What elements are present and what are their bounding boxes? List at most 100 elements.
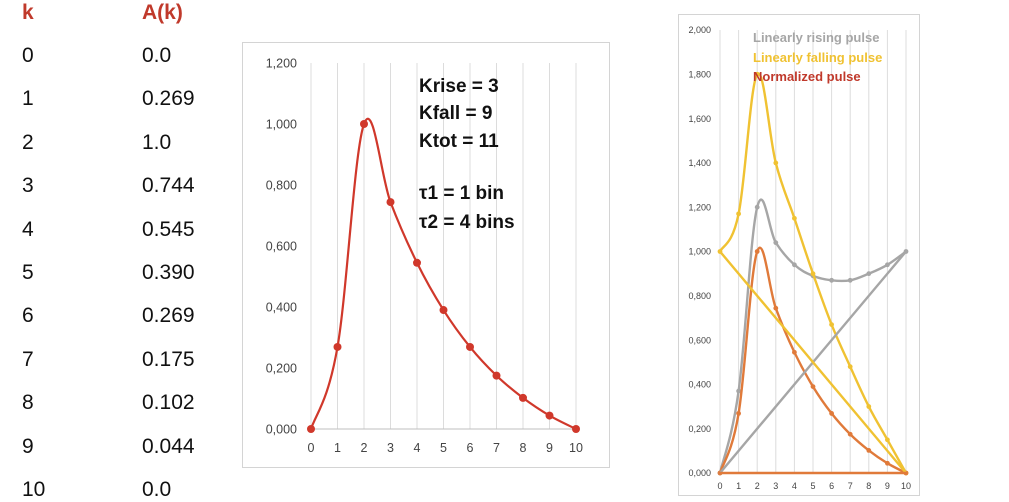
cell-ak: 0.744: [142, 174, 195, 198]
data-point: [866, 271, 872, 277]
annotation-tau2: τ2 = 4 bins: [419, 212, 515, 233]
cell-k: 0: [22, 44, 34, 67]
y-tick-label: 0,600: [266, 239, 297, 253]
legend-normalized: Normalized pulse: [753, 69, 861, 84]
data-point: [333, 342, 342, 351]
data-point: [360, 120, 368, 128]
legend-falling: Linearly falling pulse: [753, 50, 883, 65]
x-tick-label: 5: [440, 441, 447, 455]
cell-k: 2: [22, 130, 34, 154]
x-tick-label: 4: [414, 441, 421, 455]
data-point: [792, 262, 797, 268]
y-tick-label: 1,400: [688, 158, 711, 168]
y-tick-label: 0,000: [266, 422, 297, 436]
pulse-chart-svg: 0 1 2 3 4 5 6 7 8 9 10 0,000 0,200 0,400 0,600 0,800 1,0…: [266, 56, 583, 455]
data-point: [810, 384, 816, 390]
data-point: [439, 306, 448, 315]
y-tick-label: 1,000: [688, 247, 711, 257]
data-point: [885, 262, 890, 268]
data-point: [545, 411, 554, 420]
data-point: [413, 258, 421, 267]
y-tick-label: 0,800: [266, 178, 297, 192]
cell-ak: 0.175: [142, 347, 195, 371]
header-k: k: [22, 1, 34, 24]
x-tick-label: 1: [334, 441, 341, 455]
comparison-chart: 0 1 2 3 4 5 6 7 8 9 10 0,000 0,200 0,400 0,600 0,800 1,0…: [678, 14, 920, 496]
pulse-chart: 0 1 2 3 4 5 6 7 8 9 10 0,000 0,200 0,400 0,600 0,800 1,0…: [242, 42, 610, 468]
data-point: [866, 448, 872, 453]
x-tick-label: 1: [736, 481, 741, 491]
data-point: [792, 215, 797, 221]
data-point: [736, 211, 741, 217]
cell-ak: 0.0: [142, 478, 172, 501]
data-point: [866, 404, 872, 409]
x-tick-label: 7: [848, 481, 853, 491]
y-tick-label: 1,200: [266, 56, 297, 70]
data-point: [829, 322, 834, 327]
data-point: [773, 160, 779, 166]
data-point: [736, 411, 741, 416]
data-point: [386, 198, 395, 207]
data-point: [847, 277, 853, 283]
cell-k: 5: [22, 261, 34, 284]
cell-k: 3: [22, 174, 34, 198]
cell-ak: 0.269: [142, 87, 195, 111]
x-tick-label: 0: [308, 441, 315, 455]
cell-k: 4: [22, 217, 34, 241]
y-tick-label: 2,000: [688, 25, 711, 35]
y-tick-label: 0,400: [688, 380, 711, 390]
data-point: [466, 342, 474, 351]
data-point: [754, 249, 760, 254]
cell-ak: 0.269: [142, 304, 195, 328]
x-tick-label: 3: [387, 441, 394, 455]
annotation-ktot: Ktot = 11: [419, 131, 499, 152]
cell-k: 9: [22, 434, 34, 458]
cell-k: 10: [22, 478, 46, 501]
cell-k: 1: [22, 87, 34, 111]
cell-ak: 0.044: [142, 434, 195, 458]
series-line: [718, 250, 908, 475]
data-point: [885, 460, 890, 466]
cell-ak: 0.0: [142, 44, 172, 67]
y-tick-label: 0,000: [688, 468, 711, 478]
data-point: [572, 425, 580, 433]
y-tick-label: 1,000: [266, 117, 297, 131]
data-point: [754, 71, 760, 77]
x-tick-label: 2: [361, 441, 368, 455]
data-point: [847, 431, 853, 437]
y-tick-label: 1,800: [688, 69, 711, 79]
series-line: [718, 72, 908, 475]
y-tick-label: 1,200: [688, 202, 711, 212]
data-point: [519, 393, 527, 402]
legend-rising: Linearly rising pulse: [753, 30, 880, 45]
data-point: [829, 277, 834, 283]
header-ak: A(k): [142, 1, 183, 24]
data-point: [847, 364, 853, 370]
x-tick-label: 6: [467, 441, 474, 455]
x-tick-label: 5: [810, 481, 815, 491]
x-tick-label: 10: [569, 441, 583, 455]
data-point: [773, 240, 779, 246]
x-tick-label: 8: [520, 441, 527, 455]
x-tick-label: 3: [773, 481, 778, 491]
data-point: [754, 204, 760, 210]
y-tick-label: 1,600: [688, 114, 711, 124]
x-tick-label: 9: [885, 481, 890, 491]
cell-k: 7: [22, 347, 34, 371]
data-point: [307, 425, 315, 433]
x-tick-label: 0: [717, 481, 722, 491]
annotation-krise: Krise = 3: [419, 76, 499, 97]
y-tick-label: 0,200: [688, 424, 711, 434]
data-point: [810, 271, 816, 277]
cell-ak: 0.390: [142, 261, 195, 284]
data-point: [885, 437, 890, 443]
cell-k: 8: [22, 391, 34, 415]
comparison-chart-svg: 0 1 2 3 4 5 6 7 8 9 10 0,000 0,200 0,400 0,600 0,800 1,0…: [688, 25, 911, 491]
y-tick-label: 0,800: [688, 291, 711, 301]
cell-ak: 0.545: [142, 217, 195, 241]
annotation-tau1: τ1 = 1 bin: [419, 183, 505, 204]
x-tick-label: 7: [493, 441, 500, 455]
y-tick-label: 0,400: [266, 300, 297, 314]
data-point: [492, 371, 501, 380]
y-tick-label: 0,600: [688, 335, 711, 345]
